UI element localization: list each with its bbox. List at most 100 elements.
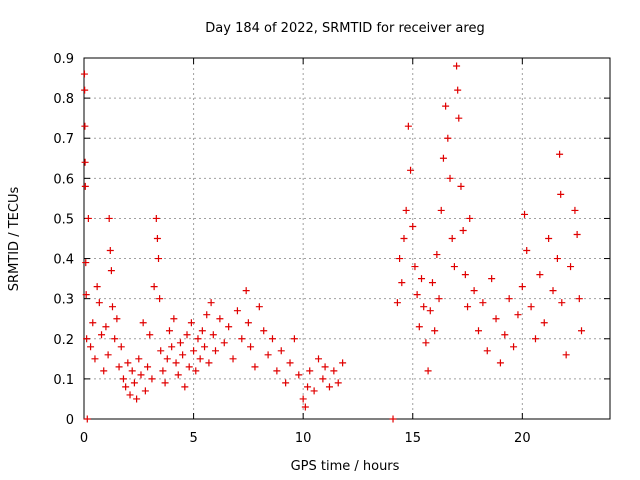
data-point xyxy=(562,351,570,359)
data-point xyxy=(117,343,125,351)
data-point xyxy=(105,214,113,222)
data-point xyxy=(339,359,347,367)
data-point xyxy=(400,235,408,242)
data-point xyxy=(81,86,89,94)
data-point xyxy=(510,343,518,351)
data-point xyxy=(102,323,110,331)
data-point xyxy=(418,275,426,283)
data-point xyxy=(220,339,228,347)
y-axis-label: SRMTID / TECUs xyxy=(7,187,22,292)
data-point xyxy=(457,182,465,190)
grid-lines xyxy=(84,58,610,419)
data-point xyxy=(268,335,276,343)
data-point xyxy=(207,299,215,307)
data-point xyxy=(325,383,333,391)
data-point xyxy=(161,379,169,387)
x-tick-label: 0 xyxy=(80,431,88,446)
data-point xyxy=(242,287,250,295)
data-point xyxy=(100,367,108,375)
data-point xyxy=(442,102,450,110)
data-point xyxy=(170,315,178,323)
data-point xyxy=(212,347,219,355)
data-point xyxy=(578,327,586,335)
data-point xyxy=(247,343,255,351)
data-point xyxy=(459,226,467,234)
data-point xyxy=(454,86,462,94)
data-point xyxy=(87,343,95,351)
y-tick-label: 0.8 xyxy=(53,92,74,107)
y-tick-label: 0.9 xyxy=(53,52,74,67)
data-point xyxy=(453,62,461,70)
data-point xyxy=(81,182,89,190)
data-point xyxy=(431,327,439,335)
data-point xyxy=(553,255,561,263)
data-point xyxy=(437,206,445,214)
data-point xyxy=(424,367,432,375)
data-point xyxy=(521,210,529,218)
data-point xyxy=(273,367,281,375)
data-point xyxy=(251,363,259,371)
data-point xyxy=(413,291,421,299)
data-point xyxy=(198,327,206,335)
data-point xyxy=(238,335,246,343)
data-point xyxy=(181,383,189,391)
data-point xyxy=(81,122,89,130)
data-point xyxy=(334,379,342,387)
data-point xyxy=(209,331,217,339)
data-point xyxy=(306,367,314,375)
data-point xyxy=(196,355,204,363)
data-point xyxy=(137,371,145,379)
data-point xyxy=(205,359,213,367)
data-point xyxy=(282,379,290,387)
y-tick-label: 0 xyxy=(66,413,74,428)
data-point xyxy=(174,371,182,379)
data-point xyxy=(444,134,452,142)
data-point xyxy=(402,206,410,214)
y-tick-label: 0.7 xyxy=(53,132,74,147)
data-point xyxy=(165,327,173,335)
data-point xyxy=(411,263,419,271)
data-point xyxy=(470,287,478,295)
data-point xyxy=(183,331,191,339)
data-point xyxy=(475,327,482,335)
data-point xyxy=(319,375,327,383)
data-point xyxy=(514,311,522,319)
data-point xyxy=(404,122,412,130)
data-point xyxy=(119,375,127,383)
data-point xyxy=(492,315,500,323)
data-point xyxy=(107,267,115,275)
data-point xyxy=(126,391,134,399)
data-point xyxy=(557,190,565,198)
data-point xyxy=(420,303,428,311)
data-point xyxy=(81,158,89,166)
data-point xyxy=(398,279,406,287)
data-point xyxy=(108,303,116,311)
data-point xyxy=(203,311,211,319)
data-point xyxy=(89,319,97,327)
data-point xyxy=(321,363,329,371)
data-point xyxy=(393,299,401,307)
data-point xyxy=(150,283,158,291)
data-point xyxy=(185,363,193,371)
data-point xyxy=(148,375,156,383)
data-point xyxy=(549,287,557,295)
data-point xyxy=(567,263,575,271)
data-point xyxy=(255,303,263,311)
x-tick-label: 10 xyxy=(295,431,312,446)
data-point xyxy=(295,371,303,379)
data-point xyxy=(91,355,99,363)
data-point xyxy=(407,166,415,174)
data-point xyxy=(304,383,312,391)
data-point xyxy=(299,395,307,403)
data-point xyxy=(192,367,200,375)
y-tick-label: 0.4 xyxy=(53,253,74,268)
data-point xyxy=(301,403,309,411)
data-point xyxy=(446,174,454,182)
data-point xyxy=(201,343,209,351)
data-point xyxy=(179,351,187,359)
data-point xyxy=(310,387,318,395)
data-point xyxy=(277,347,285,355)
y-tick-label: 0.6 xyxy=(53,172,74,187)
data-point xyxy=(536,271,544,279)
data-point xyxy=(216,315,224,323)
